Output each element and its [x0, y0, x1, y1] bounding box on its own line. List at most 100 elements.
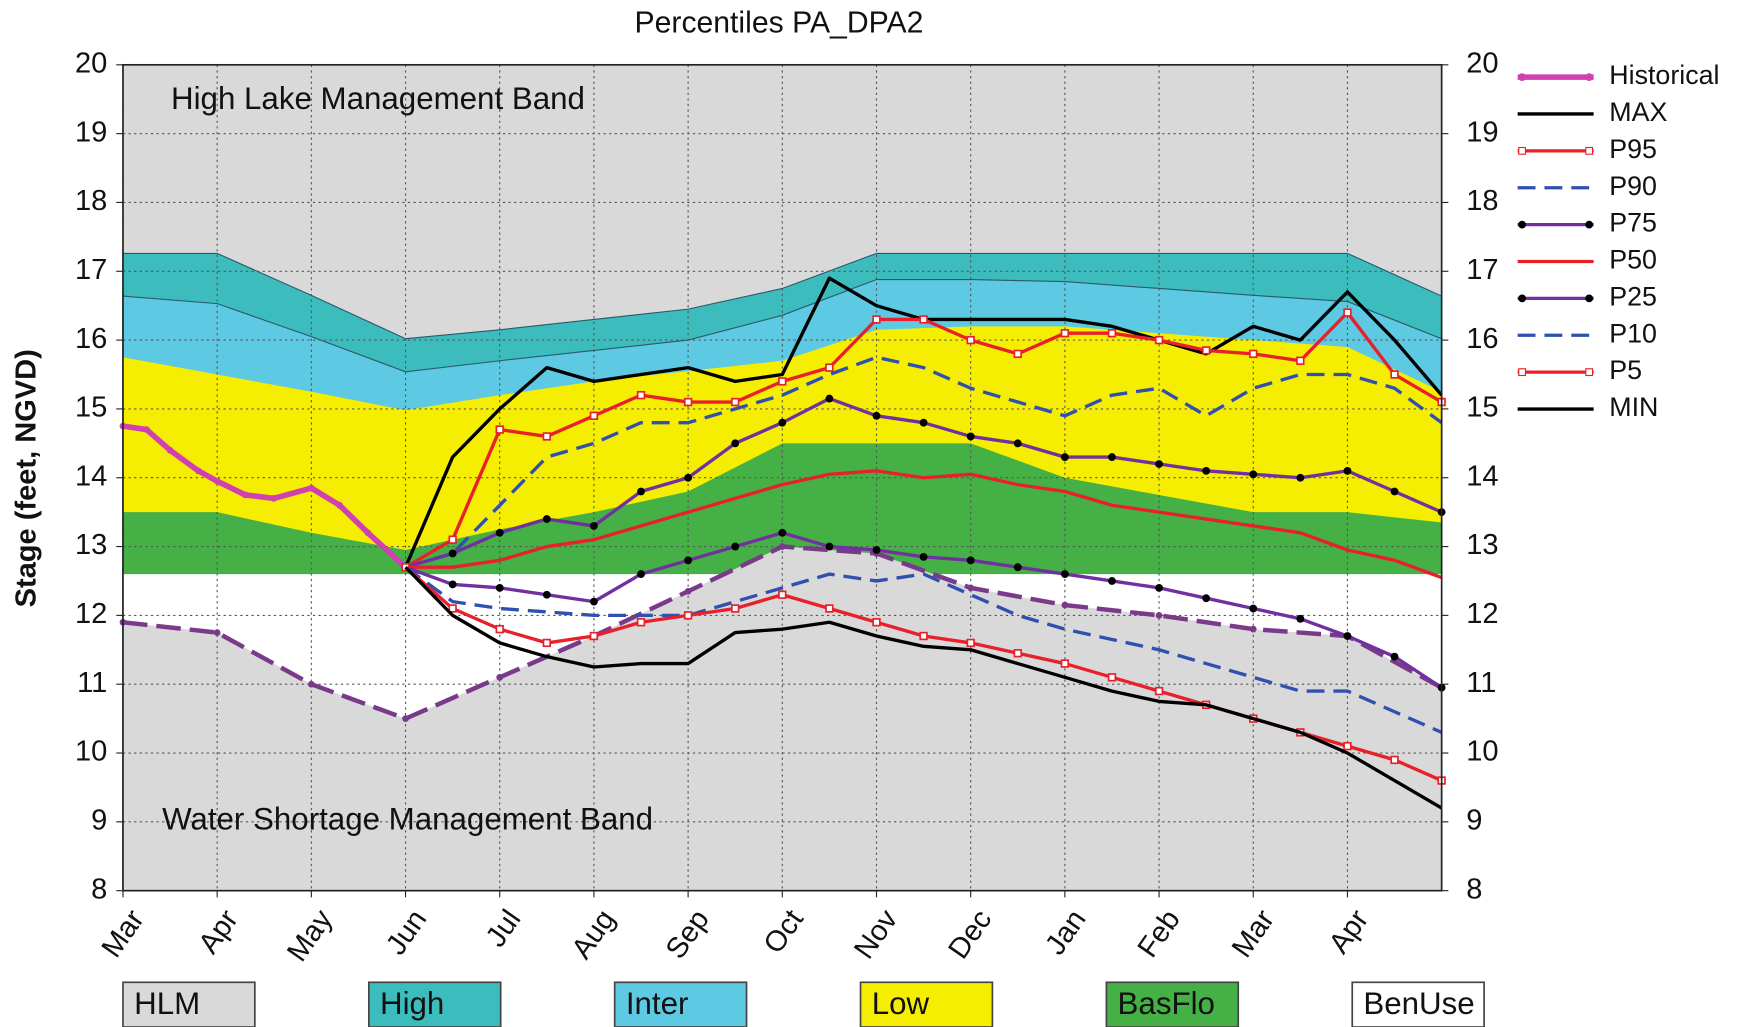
series-marker	[684, 556, 693, 565]
x-tick-label: Jun	[380, 904, 433, 961]
series-marker	[1154, 686, 1164, 696]
annotation: Water Shortage Management Band	[162, 802, 653, 837]
legend-label: P10	[1609, 318, 1657, 348]
series-marker	[731, 542, 740, 551]
y2-tick-label: 9	[1466, 805, 1482, 837]
series-marker	[1013, 649, 1022, 658]
series-marker	[1390, 487, 1399, 496]
x-tick-label: May	[281, 904, 339, 968]
band-legend-swatch	[613, 981, 748, 1027]
legend-marker	[1518, 368, 1527, 377]
hlm-boundary-marker	[402, 715, 409, 722]
y2-tick-label: 19	[1466, 116, 1498, 148]
y-tick-label: 15	[75, 392, 107, 424]
series-marker	[636, 618, 646, 627]
series-marker	[778, 590, 787, 599]
series-marker	[1201, 346, 1211, 355]
legend-marker	[1585, 220, 1594, 229]
hlm-boundary-marker	[1249, 625, 1257, 633]
x-tick-label: Jul	[480, 904, 528, 953]
series-line	[404, 566, 1443, 810]
hlm-boundary-marker	[213, 629, 221, 636]
series-marker	[495, 528, 504, 537]
series-marker	[448, 580, 457, 589]
series-marker	[919, 315, 928, 324]
series-marker	[731, 604, 740, 613]
band-legend-label: Low	[872, 986, 930, 1021]
legend-label: P50	[1609, 245, 1657, 275]
hlm-boundary-marker	[1155, 612, 1163, 619]
band-legend-swatch	[1105, 981, 1240, 1027]
series-marker	[1343, 466, 1352, 475]
y-tick-label: 16	[75, 323, 107, 355]
series-marker	[542, 432, 552, 441]
series-marker	[1107, 673, 1117, 682]
series-marker	[684, 473, 693, 482]
band-legend-swatch	[367, 981, 502, 1027]
series-marker	[637, 570, 645, 578]
y2-tick-label: 8	[1466, 873, 1482, 905]
series-marker	[270, 495, 278, 502]
series-marker	[542, 590, 551, 599]
series-line	[405, 355, 1443, 569]
legend-label: P75	[1609, 208, 1657, 238]
series-marker	[966, 335, 975, 345]
legend-label: MAX	[1609, 97, 1667, 127]
series-marker	[1154, 335, 1164, 345]
series-marker	[495, 583, 504, 592]
x-tick-label: Mar	[1226, 904, 1281, 964]
band-legend-swatch	[122, 981, 256, 1027]
series-marker	[1296, 473, 1305, 482]
band-legend-label: Inter	[626, 986, 689, 1021]
series-marker	[143, 426, 150, 433]
series-marker	[213, 477, 221, 485]
series-marker	[1390, 370, 1399, 379]
x-tick-label: Apr	[1323, 904, 1375, 960]
y-tick-label: 14	[75, 460, 107, 492]
series-marker	[589, 411, 599, 420]
band-legend-label: HLM	[134, 986, 200, 1021]
series-marker	[1155, 460, 1163, 468]
legend-marker	[1518, 294, 1527, 303]
y-axis-label: Stage (feet, NGVD)	[11, 349, 43, 607]
hlm-boundary-marker	[967, 584, 975, 592]
series-marker	[778, 377, 787, 386]
series-marker	[307, 484, 315, 492]
y-tick-label: 12	[75, 598, 107, 630]
legend-marker	[1518, 73, 1527, 82]
series-marker	[919, 631, 928, 641]
series-marker	[194, 467, 202, 475]
series-marker	[731, 439, 740, 448]
chart-title: Percentiles PA_DPA2	[635, 7, 924, 40]
series-marker	[448, 604, 457, 613]
legend-label: P25	[1609, 281, 1657, 311]
series-marker	[589, 631, 599, 641]
series-marker	[1202, 466, 1211, 475]
y2-tick-label: 18	[1466, 185, 1498, 217]
x-tick-label: Mar	[96, 904, 151, 964]
y2-tick-label: 11	[1466, 667, 1496, 699]
series-marker	[1060, 329, 1070, 338]
series-marker	[1108, 577, 1116, 585]
y2-tick-label: 12	[1466, 598, 1498, 630]
y-tick-label: 13	[75, 529, 107, 561]
y-tick-label: 19	[75, 116, 107, 148]
series-marker	[166, 446, 174, 454]
series-marker	[448, 549, 457, 558]
series-marker	[683, 611, 693, 620]
series-marker	[1296, 356, 1305, 365]
series-marker	[1155, 583, 1163, 592]
series-marker	[1013, 563, 1022, 572]
y2-tick-label: 13	[1466, 529, 1498, 561]
x-tick-label: Dec	[943, 904, 999, 965]
x-tick-label: Aug	[566, 904, 622, 965]
y-tick-label: 9	[91, 805, 107, 837]
series-marker	[1202, 594, 1211, 603]
y2-tick-label: 15	[1466, 392, 1498, 424]
series-marker	[590, 522, 598, 530]
series-marker	[1343, 741, 1352, 751]
y2-tick-label: 10	[1466, 736, 1498, 768]
band-legend-label: High	[380, 986, 444, 1021]
series-marker	[1060, 453, 1069, 462]
